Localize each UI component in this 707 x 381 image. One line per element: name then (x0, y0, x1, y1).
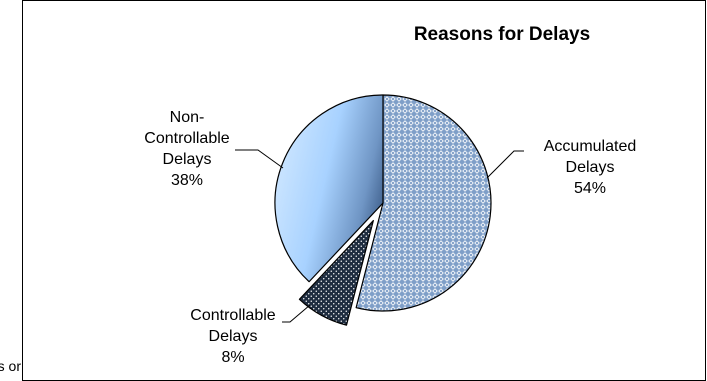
slice-non-controllable-delays (274, 94, 384, 283)
leader-line (282, 304, 311, 323)
data-label-accumulated-delays: Accumulated Delays 54% (544, 138, 637, 197)
leader-line (486, 150, 524, 179)
data-label-non-controllable-delays: Non-Controllable Delays 38% (144, 109, 229, 189)
cropped-text-fragment: s or (0, 358, 21, 372)
chart-title: Reasons for Delays (414, 24, 590, 45)
leader-line (235, 149, 284, 169)
slice-accumulated-delays (355, 94, 492, 312)
slice-controllable-delays (298, 219, 374, 326)
data-label-controllable-delays: Controllable Delays 8% (190, 307, 275, 366)
